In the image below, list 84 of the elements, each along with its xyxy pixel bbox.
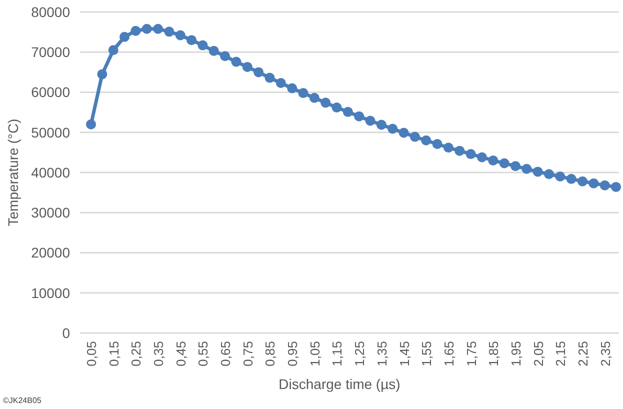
x-tick-label: 1,15: [330, 341, 345, 366]
point: [476, 152, 487, 162]
x-tick-label: 0,95: [285, 341, 300, 366]
y-tick-label: 50000: [31, 124, 70, 140]
y-tick-label: 10000: [31, 284, 70, 301]
x-tick-label: 0,75: [240, 341, 256, 366]
point: [309, 92, 320, 103]
x-tick-label: 1,85: [486, 341, 502, 366]
point: [276, 78, 286, 88]
point: [142, 24, 152, 34]
y-axis-title: Temperature (°C): [5, 118, 21, 226]
point: [208, 46, 219, 56]
y-tick-label: 20000: [31, 244, 70, 261]
point: [186, 35, 197, 46]
x-tick-label: 1,65: [441, 341, 456, 366]
point: [264, 72, 275, 83]
point: [466, 149, 476, 160]
point: [566, 174, 576, 184]
point: [410, 132, 420, 142]
point: [332, 102, 342, 112]
x-tick-label: 2,15: [553, 341, 568, 366]
point: [354, 111, 364, 122]
point: [220, 51, 230, 62]
point: [499, 158, 510, 168]
x-tick-label: 1,45: [396, 341, 412, 366]
point: [600, 180, 610, 190]
x-tick-label: 1,25: [352, 341, 368, 366]
point: [231, 56, 242, 67]
x-tick-label: 0,65: [218, 341, 234, 366]
point: [130, 26, 141, 36]
point: [376, 120, 386, 130]
point: [86, 119, 96, 130]
point: [287, 83, 298, 94]
text: ©JK24B05: [3, 396, 42, 405]
point: [198, 40, 208, 50]
y-tick-label: 80000: [31, 4, 70, 20]
point: [588, 178, 599, 188]
y-tick-label: 0: [62, 324, 70, 341]
point: [175, 30, 186, 40]
x-tick-label: 1,55: [419, 341, 434, 366]
x-tick-label: 0,35: [151, 341, 166, 366]
y-tick-label: 40000: [31, 164, 70, 180]
point: [544, 169, 554, 180]
point: [577, 176, 588, 186]
x-tick-label: 0,05: [84, 341, 99, 366]
x-tick-label: 1,75: [464, 341, 479, 366]
point: [443, 142, 454, 153]
y-tick-label: 70000: [31, 44, 70, 60]
point: [342, 106, 353, 117]
point: [320, 98, 331, 108]
point: [555, 172, 566, 182]
point: [454, 146, 465, 156]
point: [388, 124, 398, 134]
y-tick-label: 60000: [31, 84, 70, 100]
point: [432, 139, 442, 150]
x-tick-label: 1,95: [508, 341, 524, 366]
point: [421, 135, 432, 146]
point: [510, 161, 520, 172]
x-tick-label: 0,55: [196, 341, 211, 366]
point: [97, 69, 108, 80]
point: [522, 164, 532, 174]
x-tick-label: 0,15: [106, 341, 122, 366]
point: [108, 45, 118, 56]
x-tick-label: 2,35: [598, 341, 613, 366]
x-axis-title: Discharge time (µs): [278, 376, 400, 392]
x-tick-label: 2,05: [530, 341, 546, 366]
point: [611, 182, 621, 192]
x-tick-label: 2,25: [575, 341, 590, 366]
x-tick-label: 0,45: [173, 341, 188, 366]
point: [164, 26, 174, 37]
point: [532, 166, 543, 177]
point: [242, 62, 252, 72]
x-tick-label: 0,25: [128, 341, 144, 366]
y-tick-label: 30000: [31, 204, 70, 221]
point: [153, 24, 164, 34]
point: [488, 155, 498, 166]
x-tick-label: 1,35: [374, 341, 390, 366]
point: [120, 32, 130, 42]
x-tick-label: 1,05: [307, 341, 322, 366]
point: [254, 67, 264, 78]
x-tick-label: 0,85: [262, 341, 278, 366]
point: [365, 116, 376, 126]
point: [398, 128, 409, 138]
point: [298, 88, 308, 98]
